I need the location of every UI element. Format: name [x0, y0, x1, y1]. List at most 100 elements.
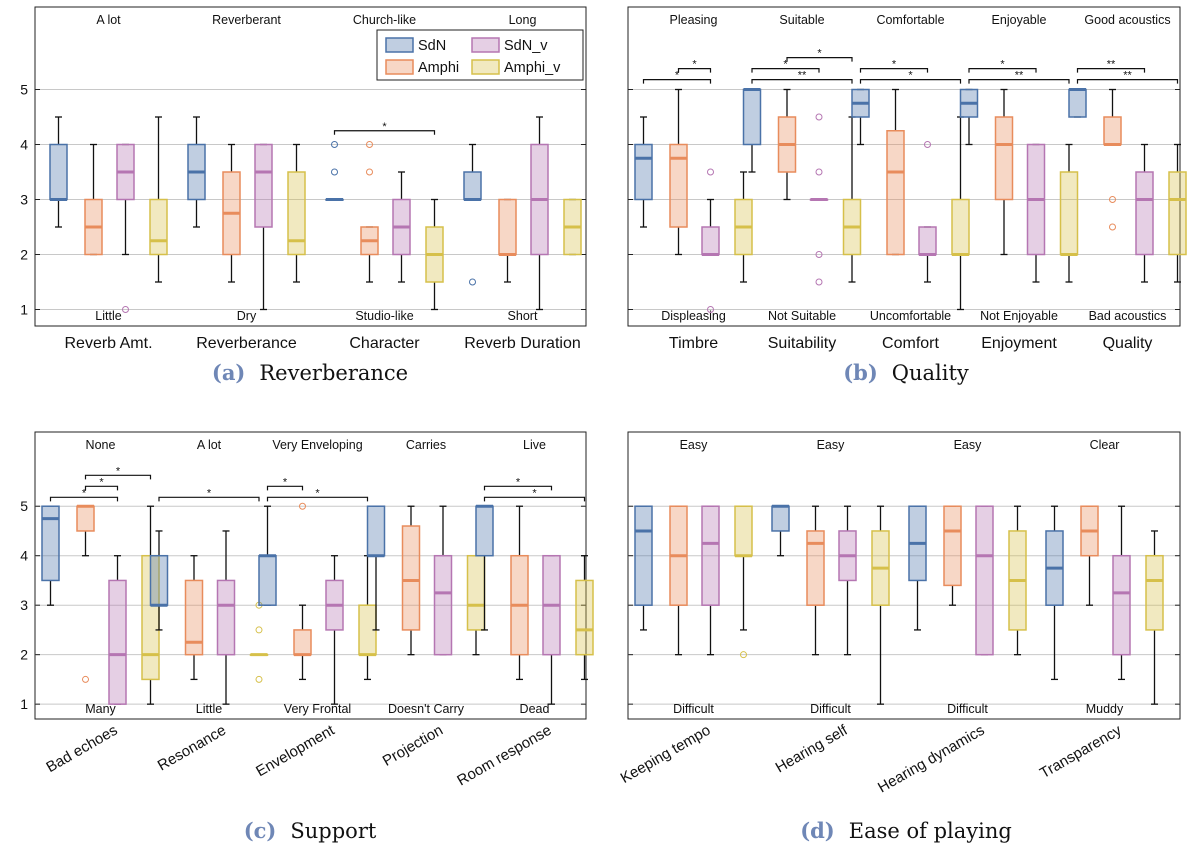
box-Amphi	[943, 505, 962, 606]
bracket-line	[677, 68, 712, 73]
box-SdN	[463, 143, 482, 286]
significance-label: *	[908, 70, 913, 82]
box-SdN_v	[325, 555, 344, 705]
significance-label: *	[207, 487, 212, 499]
scale-anchor-top: Suitable	[779, 13, 824, 27]
box-SdN	[908, 505, 927, 631]
box-Amphi_v	[951, 116, 970, 311]
box-iqr	[293, 629, 312, 656]
bracket-line	[483, 485, 553, 491]
outlier-point	[815, 251, 823, 258]
box-iqr	[76, 505, 95, 532]
box-SdN	[187, 116, 206, 228]
significance-bracket: *	[266, 487, 369, 502]
outlier-point	[82, 675, 89, 683]
significance-label: *	[382, 121, 387, 133]
legend-label: Amphi	[418, 60, 459, 76]
significance-bracket: **	[1076, 70, 1179, 84]
box-iqr	[1135, 171, 1154, 256]
bracket-line	[968, 79, 1070, 84]
box-Amphi	[184, 555, 204, 681]
panel-caption: (d) Ease of playing	[800, 818, 1012, 843]
significance-bracket: *	[642, 70, 712, 84]
y-tick-label: 3	[20, 597, 28, 613]
box-Amphi	[994, 88, 1014, 256]
bracket-line	[751, 79, 853, 84]
category-2: Church-like Studio-like Character	[325, 13, 444, 352]
scale-anchor-top: Easy	[680, 438, 709, 452]
box-Amphi	[1103, 88, 1122, 231]
box-SdN	[149, 530, 169, 631]
scale-anchor-bottom: Difficult	[810, 702, 851, 716]
significance-label: **	[1123, 70, 1132, 82]
box-iqr	[366, 505, 386, 557]
category-1: Reverberant Dry Reverberance	[187, 13, 306, 352]
significance-bracket: *	[677, 59, 712, 73]
outlier-point	[815, 113, 823, 121]
legend: SdN Amphi SdN_v Amphi_v	[376, 29, 584, 81]
significance-label: *	[315, 487, 320, 499]
legend-swatch	[471, 59, 500, 75]
box-iqr	[771, 505, 790, 532]
box-iqr	[1112, 554, 1131, 656]
outlier-point	[122, 306, 129, 313]
box-Amphi_v	[734, 505, 753, 659]
x-category-label: Envelopment	[253, 721, 338, 780]
box-SdN	[634, 116, 653, 228]
category-4: Good acoustics Bad acoustics Quality	[1068, 13, 1187, 352]
box-iqr	[108, 579, 127, 705]
box-SdN	[366, 505, 386, 631]
legend-swatch	[385, 37, 414, 53]
significance-bracket: *	[84, 465, 152, 480]
box-Amphi_v	[575, 555, 594, 681]
plot-frame	[627, 431, 1181, 720]
box-SdN	[851, 88, 870, 146]
scale-anchor-bottom: Little	[196, 702, 222, 716]
legend-item-SdN: SdN	[385, 37, 446, 54]
box-Amphi	[401, 505, 421, 656]
significance-bracket: *	[968, 59, 1037, 73]
significance-bracket: *	[49, 487, 119, 502]
y-tick-label: 4	[20, 548, 28, 564]
significance-label: *	[892, 59, 897, 71]
box-iqr	[498, 198, 517, 256]
box-SdN_v	[975, 505, 994, 656]
y-tick-label: 5	[20, 82, 28, 98]
scale-anchor-bottom: Difficult	[673, 702, 714, 716]
outlier-point	[707, 306, 714, 313]
significance-label: **	[798, 70, 807, 82]
bracket-line	[751, 68, 820, 73]
box-Amphi_v	[358, 555, 377, 681]
scale-anchor-bottom: Not Enjoyable	[980, 309, 1058, 323]
category-3: Enjoyable Not Enjoyable Enjoyment	[959, 13, 1079, 352]
category-3: Clear Muddy Transparency	[1037, 438, 1164, 782]
scale-anchor-top: Enjoyable	[992, 13, 1047, 27]
bracket-line	[333, 130, 436, 135]
box-iqr	[433, 554, 453, 656]
category-0: Easy Difficult Keeping tempo	[618, 438, 753, 787]
box-iqr	[258, 554, 277, 606]
significance-bracket: *	[483, 476, 553, 491]
outlier-point	[331, 141, 338, 148]
bracket-line	[483, 496, 586, 502]
box-iqr	[287, 171, 306, 256]
outlier-point	[366, 141, 373, 148]
scale-anchor-bottom: Displeasing	[661, 309, 726, 323]
legend-label: Amphi_v	[504, 60, 561, 76]
outlier-point	[331, 168, 338, 176]
x-category-label: Bad echoes	[43, 722, 120, 776]
box-SdN_v	[918, 141, 937, 283]
scale-anchor-bottom: Dry	[237, 309, 257, 323]
box-Amphi	[510, 505, 529, 681]
box-iqr	[634, 505, 653, 606]
caption-text: Quality	[892, 361, 969, 385]
box-iqr	[475, 505, 494, 557]
outlier-point	[299, 502, 306, 510]
x-category-label: Enjoyment	[981, 335, 1057, 352]
box-iqr	[806, 530, 825, 606]
significance-label: *	[783, 59, 788, 71]
box-iqr	[734, 505, 753, 557]
bracket-line	[968, 68, 1037, 73]
box-iqr	[886, 130, 905, 256]
bracket-line	[84, 485, 119, 491]
